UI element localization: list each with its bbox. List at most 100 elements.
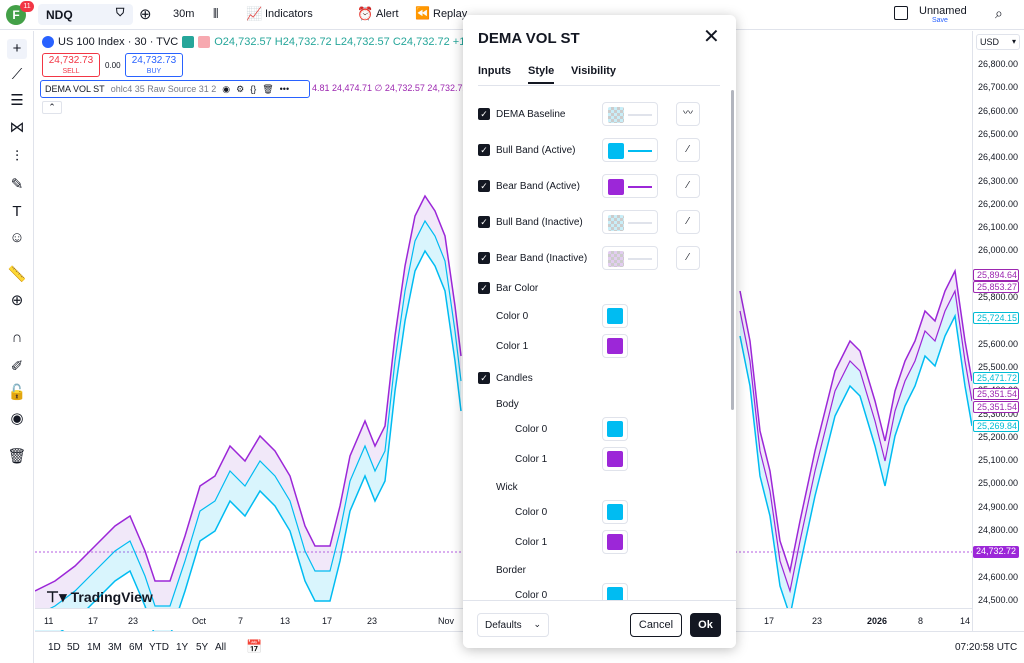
wick-heading: Wick (496, 482, 518, 493)
lock-pen-icon[interactable]: ✐ (10, 358, 24, 375)
price-tick: 24,900.00 (977, 501, 1018, 512)
symbol-icon: ⛉ (116, 7, 125, 19)
buy-button[interactable]: 24,732.73 BUY (125, 53, 183, 77)
brush-icon[interactable]: ✎ (10, 176, 24, 193)
eye-icon[interactable]: ◉ (10, 410, 24, 427)
range-button-1d[interactable]: 1D (48, 642, 61, 653)
symbol-search[interactable]: NDQ ⛉ (38, 4, 133, 25)
range-button-3m[interactable]: 3M (108, 642, 122, 653)
line-style-icon[interactable]: 〰 (676, 102, 700, 126)
lock-icon[interactable]: 🔓 (7, 384, 27, 401)
symbol-text: NDQ (46, 8, 73, 22)
range-button-all[interactable]: All (215, 642, 227, 653)
currency-selector[interactable]: USD ▾ (976, 34, 1020, 50)
cancel-button[interactable]: Cancel (630, 613, 682, 637)
color-picker[interactable] (602, 210, 658, 234)
crosshair-icon[interactable]: + (7, 39, 27, 59)
color-picker[interactable] (602, 530, 628, 554)
range-button-1m[interactable]: 1M (87, 642, 101, 653)
color-picker[interactable] (602, 500, 628, 524)
checkbox-bull-band-inactive[interactable]: ✓ (478, 216, 490, 228)
plot-type-icon[interactable]: ⁄ (676, 246, 700, 270)
dialog-scrollbar[interactable] (731, 90, 734, 410)
magnet-icon[interactable]: ∩ (11, 329, 23, 346)
delete-icon[interactable]: 🗑 (262, 83, 274, 94)
alert-icon[interactable]: ⏰ (357, 6, 374, 21)
indicators-button[interactable]: Indicators (265, 8, 313, 20)
color-picker[interactable] (602, 304, 628, 328)
row-bar-color: ✓ Bar Color (478, 276, 723, 302)
bull-band-line (60, 249, 462, 631)
color-picker[interactable] (602, 447, 628, 471)
tab-inputs[interactable]: Inputs (478, 65, 511, 77)
indicators-icon[interactable]: 📈 (246, 6, 263, 21)
range-button-ytd[interactable]: YTD (149, 642, 169, 653)
add-symbol-icon[interactable]: ⊕ (139, 6, 152, 23)
save-link[interactable]: Save (932, 17, 948, 24)
replay-button[interactable]: Replay (433, 8, 468, 20)
interval-button[interactable]: 30m (173, 8, 195, 20)
color-picker[interactable] (602, 138, 658, 162)
checkbox-bear-band-inactive[interactable]: ✓ (478, 252, 490, 264)
tab-visibility[interactable]: Visibility (571, 65, 617, 77)
zoom-icon[interactable]: ⊕ (10, 292, 24, 309)
color-picker[interactable] (602, 417, 628, 441)
ok-button[interactable]: Ok (690, 613, 721, 637)
replay-icon[interactable]: ⏪ (415, 6, 430, 20)
price-badge: 25,351.54 (973, 401, 1019, 413)
price-tick: 24,600.00 (977, 571, 1018, 582)
checkbox-bar-color[interactable]: ✓ (478, 282, 490, 294)
row-bear-band-active: ✓ Bear Band (Active) ⁄ (478, 174, 723, 200)
range-button-5y[interactable]: 5Y (196, 642, 209, 653)
trash-icon[interactable]: 🗑 (7, 448, 27, 465)
tab-style[interactable]: Style (528, 65, 555, 84)
layout-icon[interactable] (894, 6, 908, 20)
alert-button[interactable]: Alert (376, 8, 399, 20)
plot-type-icon[interactable]: ⁄ (676, 174, 700, 198)
checkbox-candles[interactable]: ✓ (478, 372, 490, 384)
ruler-icon[interactable]: 📏 (7, 266, 27, 283)
color-picker[interactable] (602, 334, 628, 358)
text-icon[interactable]: T (12, 203, 22, 220)
color-swatch (607, 534, 623, 550)
plot-type-icon[interactable]: ⁄ (676, 138, 700, 162)
checkbox-bull-band-active[interactable]: ✓ (478, 144, 490, 156)
pattern-icon[interactable]: ⋈ (9, 119, 25, 136)
defaults-dropdown[interactable]: Defaults ⌄ (477, 613, 549, 637)
range-button-1y[interactable]: 1Y (176, 642, 189, 653)
utc-clock[interactable]: 07:20:58 UTC (955, 642, 1018, 653)
price-badge: 25,351.54 (973, 388, 1019, 400)
color-swatch (607, 308, 623, 324)
color-swatch (608, 179, 624, 195)
search-icon[interactable]: ⌕ (995, 5, 1003, 21)
source-code-icon[interactable]: {} (250, 84, 257, 94)
price-tick: 24,800.00 (977, 525, 1018, 535)
date-range-icon[interactable]: 📅 (246, 639, 263, 654)
price-axis[interactable]: 26,800.00 26,700.00 26,600.00 26,500.00 26,4… (972, 31, 1024, 631)
plot-type-icon[interactable]: ⁄ (676, 210, 700, 234)
range-button-5d[interactable]: 5D (67, 642, 80, 653)
sell-button[interactable]: 24,732.73 SELL (42, 53, 100, 77)
checkbox-bear-band-active[interactable]: ✓ (478, 180, 490, 192)
indicator-legend[interactable]: DEMA VOL ST ohlc4 35 Raw Source 31 2 ◉ ⚙… (40, 80, 310, 98)
close-icon[interactable]: ✕ (703, 26, 720, 48)
horizontal-lines-icon[interactable]: ☰ (10, 92, 24, 109)
color-picker[interactable] (602, 246, 658, 270)
range-button-6m[interactable]: 6M (129, 642, 143, 653)
price-tick: 25,100.00 (977, 455, 1018, 466)
color-picker[interactable] (602, 102, 658, 126)
candles-icon[interactable]: ⫴ (213, 6, 219, 21)
emoji-icon[interactable]: ☺ (9, 229, 25, 246)
chart-area[interactable] (35, 31, 972, 631)
color-picker[interactable] (602, 174, 658, 198)
symbol-title[interactable]: US 100 Index · 30 · TVC (58, 36, 179, 48)
eye-icon[interactable]: ◉ (222, 83, 231, 94)
checkbox-dema-baseline[interactable]: ✓ (478, 108, 490, 120)
collapse-chevron-icon[interactable]: ⌃ (42, 101, 62, 114)
trendline-icon[interactable]: ⟋ (11, 66, 23, 83)
row-label: Color 1 (515, 537, 548, 548)
layout-name[interactable]: Unnamed (919, 5, 967, 17)
more-icon[interactable]: ••• (279, 84, 290, 94)
fib-icon[interactable]: ⫶ (15, 148, 19, 165)
settings-icon[interactable]: ⚙ (236, 83, 245, 94)
